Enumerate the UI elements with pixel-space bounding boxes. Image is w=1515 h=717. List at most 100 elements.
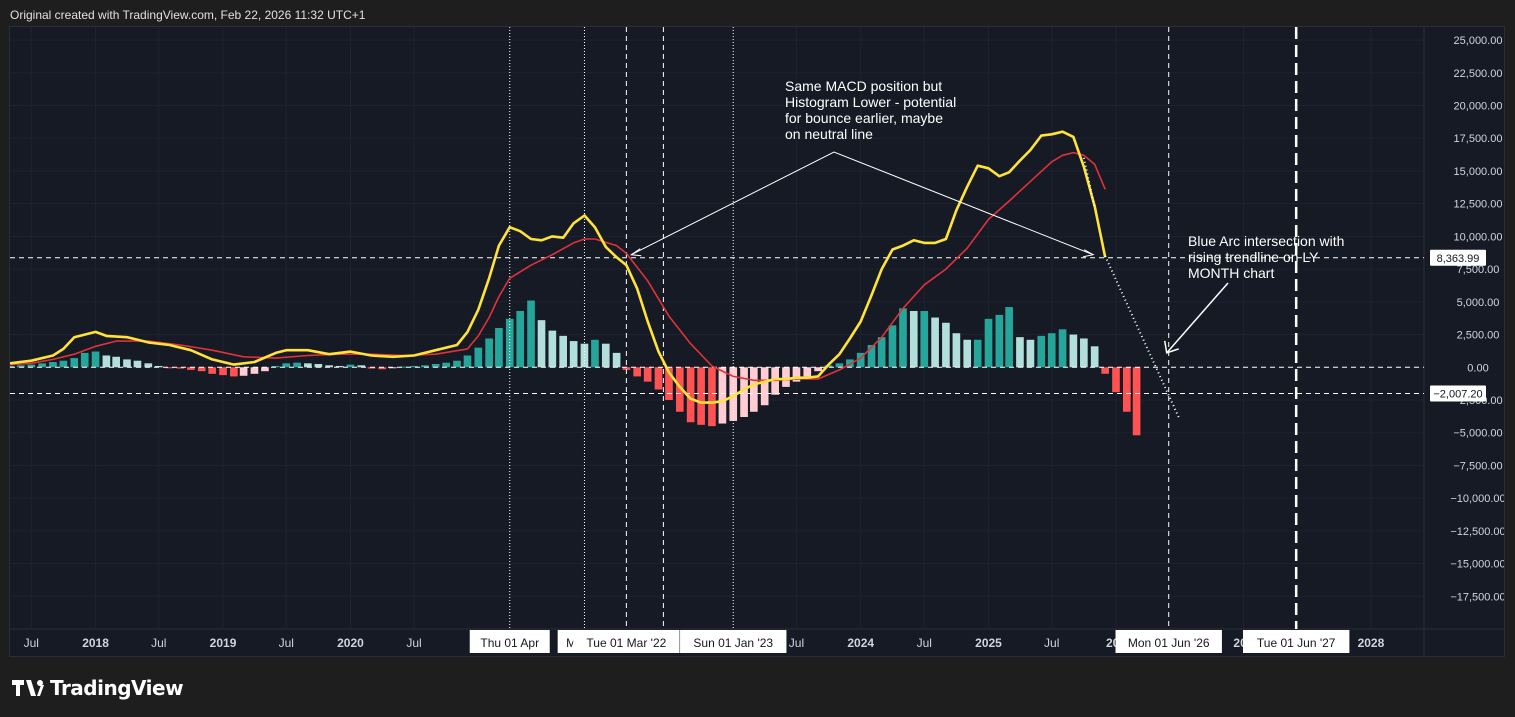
macd-note-text-line: Same MACD position but bbox=[785, 78, 942, 94]
histogram-bar bbox=[984, 318, 993, 368]
histogram-bar bbox=[271, 365, 280, 368]
y-tick-label: −17,500.00 bbox=[1450, 591, 1504, 603]
y-tick-label: 0.00 bbox=[1467, 362, 1488, 374]
histogram-bar bbox=[814, 367, 822, 372]
histogram-bar bbox=[91, 351, 100, 368]
level-badge bbox=[1430, 385, 1486, 402]
level-badge-label: −2,007.20 bbox=[1433, 389, 1482, 401]
marker-badge-label: Tue 01 Jun '27 bbox=[1257, 636, 1336, 650]
histogram-bar bbox=[952, 333, 961, 368]
histogram-bar bbox=[80, 352, 89, 368]
histogram-bar bbox=[421, 365, 429, 368]
macd-chart[interactable]: Same MACD position but Histogram Lower - … bbox=[10, 27, 1504, 656]
histogram-bar bbox=[304, 363, 312, 368]
histogram-bar bbox=[230, 367, 238, 377]
histogram-bar bbox=[357, 365, 366, 368]
marker-badge bbox=[469, 630, 550, 653]
marker-badge-label: Tue 01 Mar '22 bbox=[586, 636, 666, 650]
horizontal-levels bbox=[10, 257, 1424, 395]
y-tick-label: 10,000.00 bbox=[1454, 231, 1503, 243]
trend-dots-upper bbox=[1082, 157, 1096, 208]
arc-note-text: Blue Arc intersection with rising trendli… bbox=[1188, 233, 1344, 281]
histogram-bar bbox=[856, 352, 865, 368]
chart-caption: Original created with TradingView.com, F… bbox=[10, 8, 366, 22]
histogram-bar bbox=[154, 365, 163, 368]
histogram-bar bbox=[176, 367, 185, 369]
x-tick-label: 2019 bbox=[210, 636, 237, 650]
histogram-bar bbox=[867, 345, 876, 368]
histogram-bar bbox=[622, 367, 631, 370]
tradingview-logo-icon bbox=[12, 680, 44, 696]
histogram-bar bbox=[197, 367, 206, 372]
histogram-bar bbox=[750, 367, 758, 412]
x-tick-label: Jul bbox=[917, 636, 932, 650]
histogram-bar bbox=[38, 363, 46, 368]
marker-badge bbox=[680, 630, 787, 653]
histogram-bar bbox=[601, 343, 610, 368]
x-tick-label: Jul bbox=[406, 636, 421, 650]
histogram-bar bbox=[899, 308, 907, 368]
x-tick-label: Jul bbox=[1044, 636, 1059, 650]
histogram-bar bbox=[559, 335, 567, 368]
histogram-bar bbox=[708, 367, 716, 427]
x-tick-label: 2025 bbox=[975, 636, 1002, 650]
histogram-bar bbox=[973, 339, 982, 368]
histogram-bar bbox=[803, 367, 812, 377]
histogram-bar bbox=[70, 358, 79, 368]
y-tick-label: 7,500.00 bbox=[1457, 264, 1500, 276]
histogram-bar bbox=[1122, 367, 1131, 412]
histogram-bar bbox=[548, 330, 557, 368]
histogram-bar bbox=[165, 367, 174, 369]
histogram-bar bbox=[123, 359, 131, 368]
histogram-bar bbox=[1058, 329, 1067, 368]
y-tick-label: 22,500.00 bbox=[1454, 68, 1503, 80]
y-tick-label: −12,500.00 bbox=[1450, 526, 1504, 538]
marker-badge bbox=[573, 630, 680, 653]
histogram-bar bbox=[335, 365, 344, 368]
histogram-bar bbox=[654, 367, 663, 390]
histogram-bar bbox=[431, 363, 440, 368]
marker-badge bbox=[1242, 630, 1350, 653]
histogram-bar bbox=[729, 367, 738, 421]
histogram-bar bbox=[10, 365, 14, 368]
histogram-bar bbox=[112, 356, 120, 368]
y-tick-label: −7,500.00 bbox=[1453, 460, 1502, 472]
histogram-bar bbox=[49, 362, 57, 368]
macd-note-text: Same MACD position but Histogram Lower - … bbox=[785, 78, 956, 142]
macd-line bbox=[10, 130, 1107, 404]
histogram-bar bbox=[16, 365, 25, 368]
histogram-bar bbox=[718, 367, 727, 424]
y-tick-label: 17,500.00 bbox=[1454, 133, 1503, 145]
x-tick-label: Jul bbox=[789, 636, 804, 650]
marker-badge-label: Thu 01 Apr bbox=[480, 636, 539, 650]
histogram-bar bbox=[612, 352, 621, 368]
level-badge-label: 8,363.99 bbox=[1437, 253, 1480, 265]
y-tick-label: 25,000.00 bbox=[1454, 35, 1503, 47]
histogram-bar bbox=[760, 367, 769, 406]
arc-note-text-line: Blue Arc intersection with bbox=[1188, 233, 1344, 249]
histogram-bar bbox=[697, 367, 705, 425]
histogram-bar bbox=[1101, 367, 1109, 374]
histogram-bar bbox=[378, 367, 387, 370]
x-tick-label: Jul bbox=[24, 636, 39, 650]
histogram-bar bbox=[1037, 335, 1046, 368]
histogram-bar bbox=[665, 367, 673, 400]
arc-note-arrow bbox=[1166, 282, 1229, 354]
x-tick-label: Jul bbox=[151, 636, 166, 650]
histogram-bar bbox=[346, 364, 355, 368]
y-tick-label: −15,000.00 bbox=[1450, 559, 1504, 571]
histogram-bar bbox=[1069, 334, 1078, 368]
histogram-bar bbox=[1026, 339, 1035, 368]
arrowhead-right bbox=[1083, 249, 1095, 258]
tradingview-brand[interactable]: TradingView bbox=[12, 676, 184, 700]
histogram-bar bbox=[782, 367, 790, 387]
histogram-bar bbox=[995, 314, 1004, 368]
histogram-bar bbox=[1047, 333, 1056, 368]
level-badge bbox=[1430, 249, 1486, 266]
histogram-bar bbox=[325, 365, 334, 368]
histogram-bar bbox=[208, 367, 217, 374]
histogram-bar bbox=[239, 367, 248, 376]
histogram-bar bbox=[792, 367, 801, 382]
macd-lines bbox=[10, 130, 1107, 404]
x-tick-label: 2024 bbox=[847, 636, 874, 650]
